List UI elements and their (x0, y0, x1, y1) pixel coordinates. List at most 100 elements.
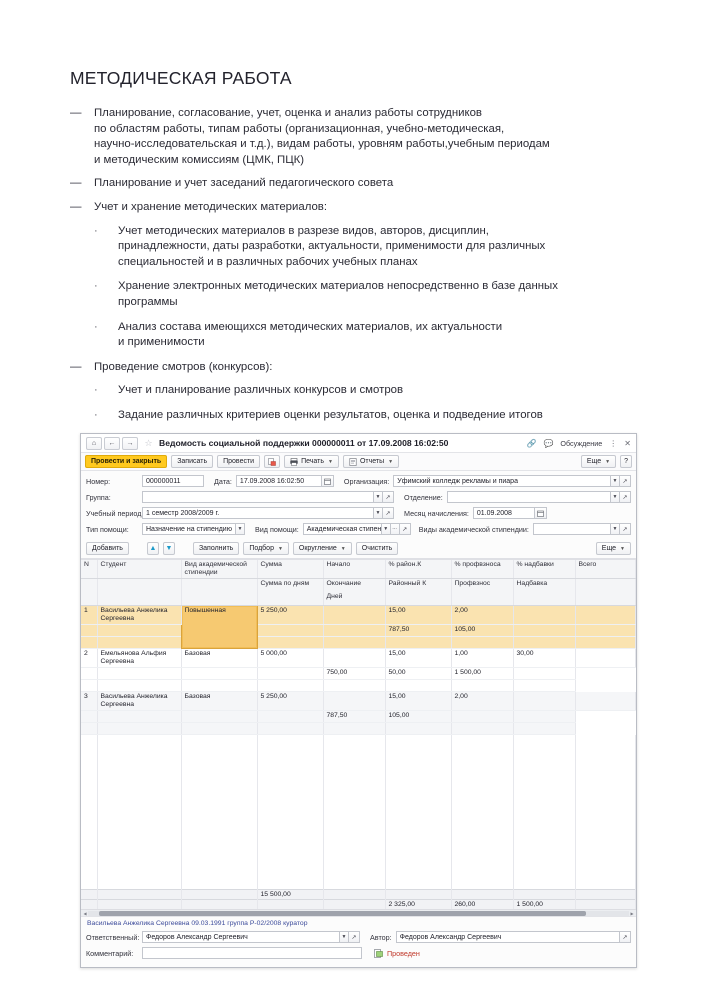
cell-pct-region[interactable]: 15,00 (385, 691, 452, 711)
cell-student-b[interactable] (97, 667, 182, 680)
responsible-input[interactable]: Федоров Александр Сергеевич (142, 931, 340, 943)
column-header[interactable] (81, 592, 98, 606)
empty-cell[interactable] (97, 812, 182, 823)
cell-student[interactable]: Васильева Анжелика Сергеевна (97, 605, 182, 625)
table-row-subline[interactable] (81, 722, 636, 735)
column-header[interactable] (81, 578, 98, 592)
cell-total-b[interactable] (575, 624, 636, 637)
empty-cell[interactable] (513, 856, 576, 867)
empty-grid-row[interactable] (81, 746, 636, 757)
empty-cell[interactable] (385, 734, 452, 746)
cell-sum-by-days[interactable] (181, 667, 258, 680)
cell-region-k[interactable]: 750,00 (323, 667, 386, 680)
column-header[interactable]: Профвзнос (451, 578, 514, 592)
column-header[interactable]: Дней (323, 592, 386, 606)
aid-kind-picker-icon[interactable]: ↗ (399, 523, 411, 535)
empty-cell[interactable] (181, 867, 258, 878)
cell-row-number-b[interactable] (81, 710, 98, 723)
empty-cell[interactable] (81, 746, 98, 757)
column-header[interactable]: Начало (323, 560, 386, 579)
cell-row-number-c[interactable] (81, 679, 98, 692)
cell-row-number[interactable]: 3 (81, 691, 98, 711)
cell-row-number-b[interactable] (81, 667, 98, 680)
empty-cell[interactable] (451, 834, 514, 845)
cell-total[interactable] (575, 648, 636, 668)
post-and-close-button[interactable]: Провести и закрыть (85, 455, 168, 468)
empty-grid-row[interactable] (81, 878, 636, 890)
empty-cell[interactable] (385, 790, 452, 801)
empty-cell[interactable] (513, 801, 576, 812)
cell-row-number[interactable]: 2 (81, 648, 98, 668)
empty-cell[interactable] (81, 878, 98, 890)
organization-dropdown-icon[interactable]: ▼ (611, 475, 620, 487)
empty-cell[interactable] (451, 790, 514, 801)
branch-dropdown-icon[interactable]: ▼ (611, 491, 620, 503)
add-row-button[interactable]: Добавить (86, 542, 129, 555)
empty-cell[interactable] (575, 845, 636, 856)
cell-row-number-c[interactable] (81, 722, 98, 735)
empty-cell[interactable] (97, 845, 182, 856)
empty-cell[interactable] (97, 801, 182, 812)
empty-cell[interactable] (575, 834, 636, 845)
empty-cell[interactable] (257, 746, 324, 757)
number-input[interactable]: 000000011 (142, 475, 204, 487)
cell-bonus[interactable] (451, 710, 514, 723)
empty-grid-row[interactable] (81, 856, 636, 867)
empty-cell[interactable] (81, 812, 98, 823)
cell-total-b[interactable] (513, 667, 576, 680)
cell-student-c[interactable] (97, 722, 182, 735)
cell-scholarship-kind[interactable]: Базовая (181, 648, 258, 668)
responsible-dropdown-icon[interactable]: ▼ (340, 931, 349, 943)
cell-start[interactable] (323, 691, 386, 711)
cell-days[interactable] (257, 722, 324, 735)
empty-cell[interactable] (257, 734, 324, 746)
empty-grid-row[interactable] (81, 812, 636, 823)
empty-cell[interactable] (97, 878, 182, 890)
empty-cell[interactable] (97, 757, 182, 768)
cell-row-number-b[interactable] (81, 624, 98, 637)
empty-grid-row[interactable] (81, 867, 636, 878)
cell-region-c[interactable] (385, 636, 452, 649)
empty-cell[interactable] (257, 768, 324, 779)
author-picker-icon[interactable]: ↗ (620, 931, 631, 943)
aid-type-input[interactable]: Назначение на стипендию (142, 523, 236, 535)
empty-cell[interactable] (385, 834, 452, 845)
group-dropdown-icon[interactable]: ▼ (374, 491, 383, 503)
cell-sum[interactable]: 5 250,00 (257, 605, 324, 625)
rounding-button[interactable]: Округление ▼ (292, 542, 352, 555)
empty-cell[interactable] (451, 856, 514, 867)
branch-picker-icon[interactable]: ↗ (620, 491, 631, 503)
post-button[interactable]: Провести (217, 455, 261, 468)
save-button[interactable]: Записать (171, 455, 214, 468)
empty-cell[interactable] (451, 812, 514, 823)
empty-cell[interactable] (81, 845, 98, 856)
cell-sum-by-days[interactable] (257, 624, 324, 637)
empty-cell[interactable] (323, 746, 386, 757)
empty-cell[interactable] (575, 867, 636, 878)
aid-kind-input[interactable]: Академическая стипен (302, 523, 382, 535)
arrow-down-icon[interactable]: ▼ (162, 542, 175, 555)
empty-grid-row[interactable] (81, 757, 636, 768)
scholarship-kinds-dropdown-icon[interactable]: ▼ (611, 523, 620, 535)
cell-union-c[interactable] (385, 722, 452, 735)
empty-cell[interactable] (575, 757, 636, 768)
empty-cell[interactable] (257, 823, 324, 834)
column-header[interactable] (513, 592, 576, 606)
branch-input[interactable] (446, 491, 611, 503)
cell-student-b[interactable] (97, 710, 182, 723)
column-header[interactable]: Надбавка (513, 578, 576, 592)
empty-cell[interactable] (323, 779, 386, 790)
close-icon[interactable]: ✕ (624, 438, 631, 448)
empty-cell[interactable] (257, 834, 324, 845)
cell-union-fee[interactable]: 105,00 (385, 710, 452, 723)
empty-cell[interactable] (385, 867, 452, 878)
empty-cell[interactable] (81, 779, 98, 790)
group-picker-icon[interactable]: ↗ (383, 491, 394, 503)
cell-start[interactable] (323, 605, 386, 625)
cell-region-c[interactable] (323, 722, 386, 735)
column-header[interactable]: N (81, 560, 98, 579)
column-header[interactable] (451, 592, 514, 606)
empty-grid-row[interactable] (81, 801, 636, 812)
date-input[interactable]: 17.09.2008 16:02:50 (235, 475, 322, 487)
scroll-right-arrow-icon[interactable]: ▶ (630, 910, 634, 916)
